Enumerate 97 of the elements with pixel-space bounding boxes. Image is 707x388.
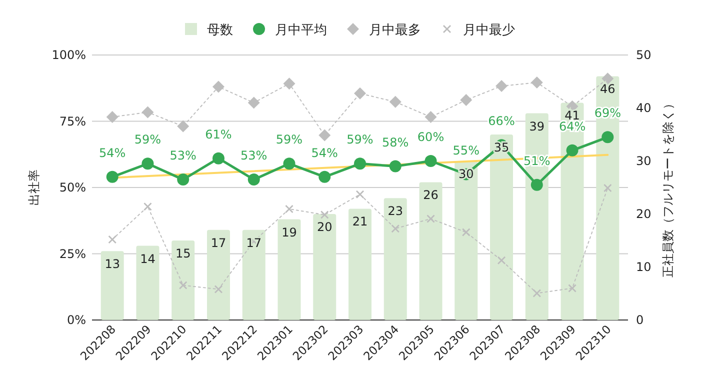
data-label: 58% bbox=[382, 135, 409, 150]
y-tick-label: 50% bbox=[59, 180, 86, 194]
point bbox=[532, 289, 541, 298]
legend-label: 月中最少 bbox=[463, 23, 515, 38]
y-tick-label: 25% bbox=[59, 246, 86, 261]
point bbox=[391, 224, 400, 233]
y2-tick-label: 10 bbox=[636, 260, 652, 274]
y2-tick-label: 40 bbox=[636, 101, 652, 115]
point bbox=[568, 284, 576, 292]
point bbox=[389, 96, 402, 108]
point bbox=[106, 111, 118, 124]
data-label: 23 bbox=[388, 204, 404, 218]
point bbox=[498, 256, 506, 264]
data-label: 59% bbox=[134, 132, 162, 147]
point bbox=[285, 204, 294, 213]
data-label: 39 bbox=[529, 119, 545, 134]
data-label: 17 bbox=[210, 236, 226, 250]
bar bbox=[419, 182, 442, 320]
point bbox=[212, 80, 224, 93]
point bbox=[177, 120, 190, 132]
point bbox=[354, 158, 366, 170]
data-label: 26 bbox=[423, 188, 438, 202]
y-tick-label: 75% bbox=[59, 114, 86, 128]
point bbox=[566, 144, 578, 156]
y-axis-title: 出社率 bbox=[27, 170, 41, 206]
y-tick-label: 100% bbox=[52, 48, 86, 62]
data-label: 14 bbox=[140, 252, 156, 266]
y2-tick-label: 30 bbox=[636, 154, 652, 168]
point bbox=[496, 80, 508, 92]
data-label: 59% bbox=[276, 132, 303, 147]
point bbox=[424, 155, 437, 167]
point bbox=[214, 285, 222, 294]
point bbox=[604, 184, 612, 192]
legend-label: 母数 bbox=[207, 23, 233, 38]
point bbox=[462, 228, 470, 236]
bar bbox=[454, 161, 478, 320]
point bbox=[602, 72, 614, 85]
y-tick-label: 0% bbox=[66, 313, 86, 327]
point bbox=[248, 174, 260, 186]
point bbox=[177, 174, 190, 186]
point bbox=[460, 94, 472, 106]
bar bbox=[172, 240, 195, 320]
data-label: 53% bbox=[240, 148, 268, 163]
point bbox=[142, 106, 154, 118]
bar bbox=[560, 102, 584, 320]
bar bbox=[596, 76, 620, 320]
data-label: 61% bbox=[205, 127, 232, 142]
data-label: 17 bbox=[246, 236, 262, 250]
data-label: 59% bbox=[346, 132, 374, 147]
data-label: 15 bbox=[175, 246, 191, 260]
point bbox=[318, 170, 331, 183]
point bbox=[426, 214, 435, 223]
bar bbox=[384, 198, 407, 320]
bar bbox=[278, 219, 301, 320]
data-label: 46 bbox=[600, 82, 616, 96]
bar bbox=[348, 208, 372, 320]
data-label: 21 bbox=[352, 214, 368, 229]
data-label: 13 bbox=[104, 257, 120, 272]
data-label: 19 bbox=[282, 225, 297, 240]
data-label: 54% bbox=[311, 146, 338, 160]
bar bbox=[490, 134, 514, 320]
point bbox=[356, 190, 364, 198]
point bbox=[144, 202, 152, 211]
legend-label: 月中平均 bbox=[275, 23, 327, 38]
point bbox=[424, 111, 437, 124]
y2-tick-label: 50 bbox=[636, 48, 652, 62]
bar bbox=[242, 230, 266, 320]
point bbox=[530, 178, 543, 191]
point bbox=[602, 131, 614, 144]
point bbox=[283, 78, 296, 90]
data-label: 55% bbox=[452, 143, 480, 158]
point bbox=[106, 170, 118, 183]
point bbox=[318, 129, 331, 142]
y2-tick-label: 0 bbox=[636, 313, 644, 327]
point bbox=[108, 235, 116, 244]
bar bbox=[313, 214, 336, 320]
data-label: 66% bbox=[488, 114, 515, 128]
y2-axis-title: 正社員数（フルリモートを除く） bbox=[661, 98, 675, 278]
data-label: 54% bbox=[99, 146, 126, 160]
point bbox=[248, 96, 260, 109]
bar bbox=[525, 113, 548, 320]
point bbox=[530, 76, 543, 89]
point bbox=[212, 152, 224, 164]
point bbox=[179, 281, 188, 290]
bar bbox=[136, 246, 160, 320]
data-label: 60% bbox=[417, 130, 444, 144]
point bbox=[142, 158, 154, 170]
point bbox=[320, 210, 329, 219]
point bbox=[389, 160, 402, 172]
data-label: 53% bbox=[170, 148, 196, 163]
y2-tick-label: 20 bbox=[636, 207, 652, 221]
legend-label: 月中最多 bbox=[369, 23, 421, 38]
bar bbox=[206, 230, 230, 320]
data-label: 69% bbox=[594, 106, 621, 120]
point bbox=[354, 87, 366, 100]
data-label: 20 bbox=[316, 220, 332, 234]
point bbox=[283, 158, 296, 170]
